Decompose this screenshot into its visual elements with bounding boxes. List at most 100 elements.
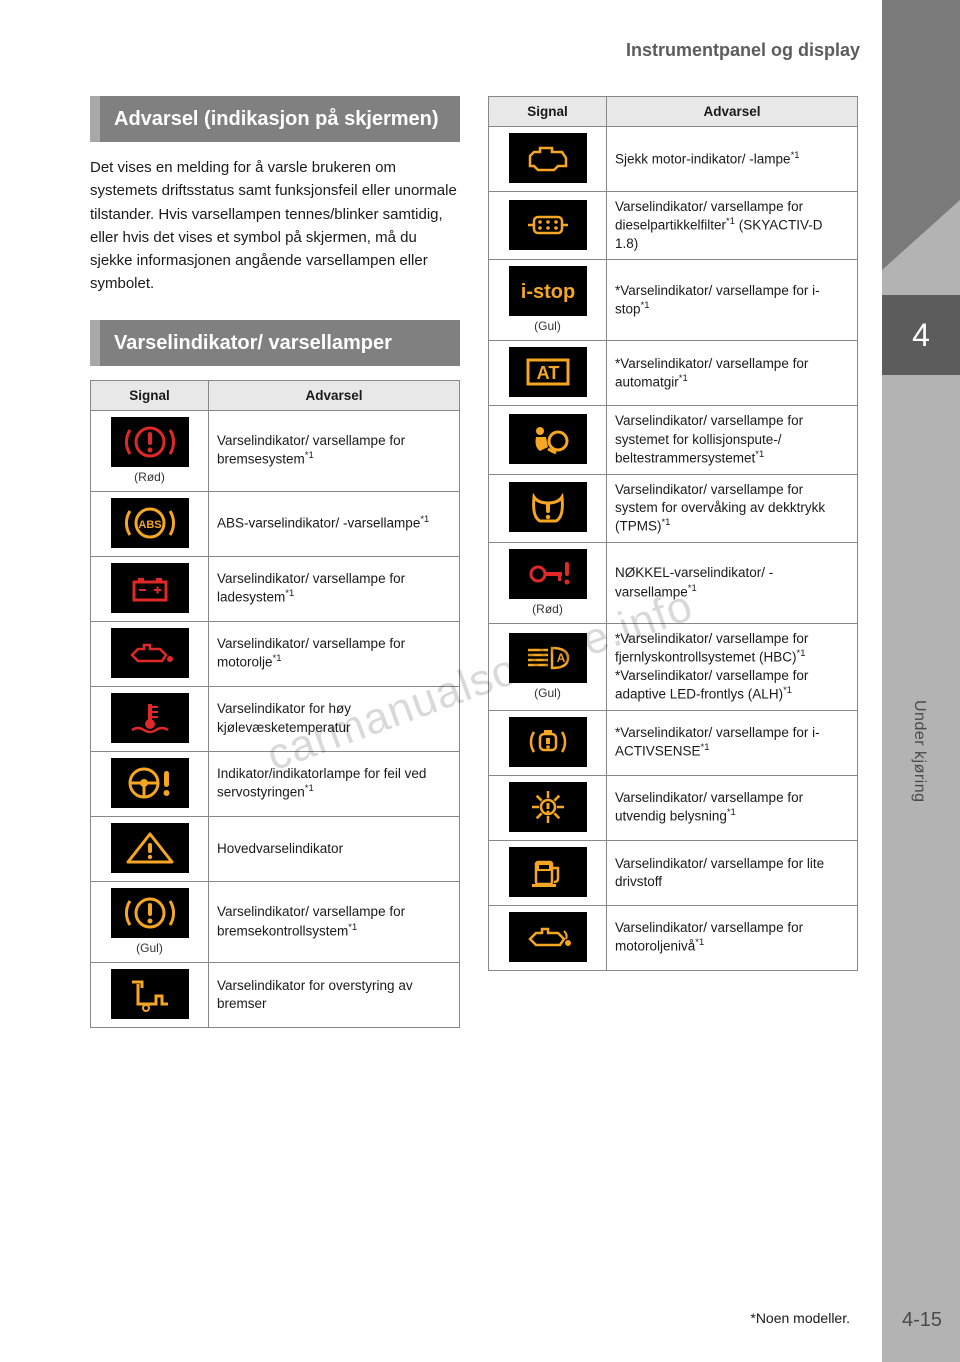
signal-sublabel: (Gul) xyxy=(95,940,204,956)
warning-cell: *Varselindikator/ varsellampe for i-stop… xyxy=(607,260,858,341)
svg-text:AT: AT xyxy=(536,363,559,383)
th-signal: Signal xyxy=(489,97,607,127)
signal-cell: ABS xyxy=(91,491,209,556)
signal-cell xyxy=(489,710,607,775)
signal-cell: AT xyxy=(489,341,607,406)
table-row: Sjekk motor-indikator/ -lampe*1 xyxy=(489,127,858,192)
table-row: *Varselindikator/ varsellampe for i-ACTI… xyxy=(489,710,858,775)
page-number: 4-15 xyxy=(902,1309,942,1332)
signal-cell xyxy=(91,816,209,881)
engine-icon xyxy=(509,133,587,183)
chapter-number: 4 xyxy=(912,317,930,354)
svg-text:ABS: ABS xyxy=(138,519,161,531)
signal-cell xyxy=(489,127,607,192)
signal-cell: (Gul) xyxy=(91,881,209,962)
table-row: Hovedvarselindikator xyxy=(91,816,460,881)
warning-cell: Sjekk motor-indikator/ -lampe*1 xyxy=(607,127,858,192)
signal-cell: A(Gul) xyxy=(489,623,607,710)
section2-title: Varselindikator/ varsellamper xyxy=(90,320,460,366)
table-row: AT *Varselindikator/ varsellampe for auto… xyxy=(489,341,858,406)
signal-cell xyxy=(489,905,607,970)
warning-cell: Varselindikator for overstyring av brems… xyxy=(209,962,460,1027)
warning-cell: Varselindikator/ varsellampe for utvendi… xyxy=(607,775,858,840)
section1-text: Det vises en melding for å varsle bruker… xyxy=(90,156,460,296)
warning-cell: *Varselindikator/ varsellampe for automa… xyxy=(607,341,858,406)
th-signal: Signal xyxy=(91,380,209,410)
warning-cell: Varselindikator/ varsellampe for lite dr… xyxy=(607,840,858,905)
sidebar-wedge xyxy=(882,0,960,200)
brake-amber-icon xyxy=(111,888,189,938)
signal-cell xyxy=(91,751,209,816)
th-warn: Advarsel xyxy=(209,380,460,410)
right-column: Signal Advarsel Sjekk motor-indikator/ -… xyxy=(488,96,858,1028)
th-warn: Advarsel xyxy=(607,97,858,127)
steering-icon xyxy=(111,758,189,808)
svg-text:i-stop: i-stop xyxy=(520,281,574,303)
signal-sublabel: (Gul) xyxy=(493,318,602,334)
dpf-icon xyxy=(509,200,587,250)
page-header: Instrumentpanel og display xyxy=(626,40,860,61)
signal-cell xyxy=(91,962,209,1027)
signal-sublabel: (Rød) xyxy=(95,469,204,485)
table-row: (Rød) NØKKEL-varselindikator/ -varsellamp… xyxy=(489,542,858,623)
signal-cell xyxy=(91,556,209,621)
table-row: Varselindikator/ varsellampe for system … xyxy=(489,474,858,542)
table-row: Varselindikator for høy kjølevæsketemper… xyxy=(91,686,460,751)
istop-icon: i-stop xyxy=(509,266,587,316)
table-row: Varselindikator/ varsellampe for utvendi… xyxy=(489,775,858,840)
footnote: *Noen modeller. xyxy=(750,1310,850,1326)
brake-override-icon xyxy=(111,969,189,1019)
master-icon xyxy=(111,823,189,873)
tpms-icon xyxy=(509,482,587,532)
brake-red-icon xyxy=(111,417,189,467)
fuel-icon xyxy=(509,847,587,897)
signal-sublabel: (Rød) xyxy=(493,601,602,617)
abs-icon: ABS xyxy=(111,498,189,548)
signal-cell xyxy=(489,192,607,260)
signal-cell xyxy=(91,621,209,686)
airbag-icon xyxy=(509,414,587,464)
warning-cell: Varselindikator/ varsellampe for motorol… xyxy=(607,905,858,970)
side-label: Under kjøring xyxy=(910,700,928,803)
table-row: A(Gul)*Varselindikator/ varsellampe for … xyxy=(489,623,858,710)
signal-cell: i-stop (Gul) xyxy=(489,260,607,341)
chapter-tab: 4 xyxy=(882,295,960,375)
table-row: Varselindikator/ varsellampe for lite dr… xyxy=(489,840,858,905)
svg-text:A: A xyxy=(556,651,565,665)
warning-cell: Hovedvarselindikator xyxy=(209,816,460,881)
signal-cell xyxy=(91,686,209,751)
warning-cell: Varselindikator/ varsellampe for systeme… xyxy=(607,406,858,474)
left-column: Advarsel (indikasjon på skjermen) Det vi… xyxy=(90,96,460,1028)
signal-cell xyxy=(489,840,607,905)
table-row: Varselindikator/ varsellampe for motorol… xyxy=(489,905,858,970)
warning-cell: Varselindikator/ varsellampe for dieselp… xyxy=(607,192,858,260)
warning-cell: Varselindikator/ varsellampe for motorol… xyxy=(209,621,460,686)
key-red-icon xyxy=(509,549,587,599)
table-row: Varselindikator/ varsellampe for ladesys… xyxy=(91,556,460,621)
table-row: ABSABS-varselindikator/ -varsellampe*1 xyxy=(91,491,460,556)
oil-amber-icon xyxy=(509,912,587,962)
warning-cell: *Varselindikator/ varsellampe for i-ACTI… xyxy=(607,710,858,775)
table-row: (Gul) Varselindikator/ varsellampe for br… xyxy=(91,881,460,962)
warning-cell: NØKKEL-varselindikator/ -varsellampe*1 xyxy=(607,542,858,623)
iactiv-icon xyxy=(509,717,587,767)
signal-cell: (Rød) xyxy=(91,410,209,491)
table-row: (Rød)Varselindikator/ varsellampe for br… xyxy=(91,410,460,491)
warning-cell: Varselindikator for høy kjølevæsketemper… xyxy=(209,686,460,751)
table-row: Varselindikator/ varsellampe for motorol… xyxy=(91,621,460,686)
warning-cell: Varselindikator/ varsellampe for ladesys… xyxy=(209,556,460,621)
at-icon: AT xyxy=(509,347,587,397)
temp-icon xyxy=(111,693,189,743)
lights-icon xyxy=(509,782,587,832)
right-table: Signal Advarsel Sjekk motor-indikator/ -… xyxy=(488,96,858,971)
section1-title: Advarsel (indikasjon på skjermen) xyxy=(90,96,460,142)
signal-cell xyxy=(489,775,607,840)
warning-cell: *Varselindikator/ varsellampe for fjernl… xyxy=(607,623,858,710)
hbc-icon: A xyxy=(509,633,587,683)
table-row: i-stop (Gul) *Varselindikator/ varsellampe… xyxy=(489,260,858,341)
table-row: Varselindikator/ varsellampe for systeme… xyxy=(489,406,858,474)
table-row: Varselindikator/ varsellampe for dieselp… xyxy=(489,192,858,260)
warning-cell: Varselindikator/ varsellampe for bremsek… xyxy=(209,881,460,962)
content: Advarsel (indikasjon på skjermen) Det vi… xyxy=(90,96,860,1028)
signal-cell xyxy=(489,474,607,542)
